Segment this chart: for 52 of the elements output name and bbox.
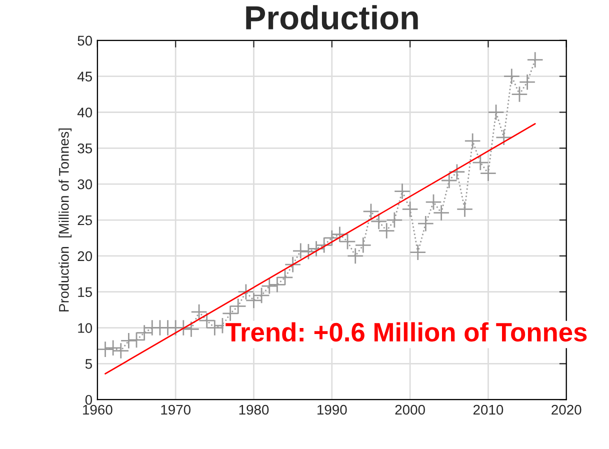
y-tick-label: 40 <box>77 108 92 118</box>
y-tick-label: 0 <box>85 394 92 405</box>
point <box>464 132 481 150</box>
point <box>480 164 497 182</box>
point <box>331 226 348 243</box>
x-tick-label: 1960 <box>83 404 112 415</box>
point <box>308 240 325 258</box>
point <box>394 182 411 200</box>
y-tick-label: 50 <box>78 36 92 46</box>
point <box>292 242 309 260</box>
y-tick-label: 45 <box>77 72 92 82</box>
point <box>511 86 528 103</box>
point <box>503 68 520 85</box>
point <box>238 284 254 300</box>
chart-title: Production <box>246 5 418 30</box>
point <box>417 215 434 232</box>
y-tick-label: 10 <box>78 323 92 333</box>
y-tick-label: 20 <box>78 251 92 262</box>
x-tick-label: 1970 <box>161 404 190 415</box>
y-tick-label: 30 <box>78 179 92 190</box>
point <box>182 320 200 338</box>
point <box>370 213 388 230</box>
x-tick-label: 1990 <box>318 404 347 415</box>
point <box>518 74 536 90</box>
point <box>362 203 380 220</box>
x-tick-label: 1980 <box>239 404 269 415</box>
point <box>206 319 224 336</box>
point <box>526 51 544 68</box>
point <box>410 244 426 261</box>
point <box>339 233 356 250</box>
point <box>198 312 216 329</box>
point <box>97 340 114 358</box>
point <box>432 204 450 222</box>
y-tick-label: 35 <box>78 144 92 154</box>
x-tick-label: 2010 <box>473 404 504 415</box>
y-tick-label: 5 <box>85 359 92 369</box>
x-tick-label: 2020 <box>552 404 582 415</box>
point <box>488 104 504 121</box>
annotation: Trend: +0.6 Million of Tonnes <box>226 322 587 342</box>
y-tick-label: 15 <box>78 287 92 298</box>
point <box>496 129 512 146</box>
point <box>104 340 122 356</box>
point <box>402 200 418 218</box>
y-axis-title: Production [Million of Tonnes] <box>58 128 72 312</box>
point <box>472 154 489 171</box>
y-tick-label: 25 <box>78 215 92 226</box>
point <box>300 243 317 260</box>
point <box>456 200 474 218</box>
x-tick-label: 2000 <box>395 404 425 415</box>
point <box>190 304 208 320</box>
point <box>425 194 442 210</box>
point <box>284 256 302 273</box>
